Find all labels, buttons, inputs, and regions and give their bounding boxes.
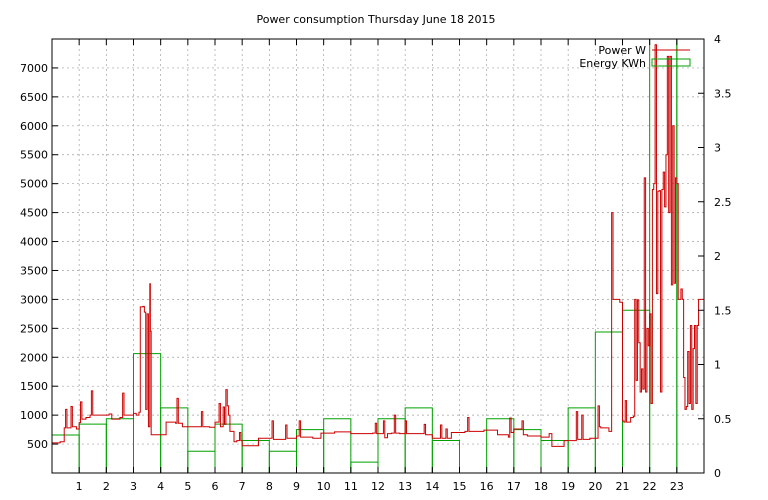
x-tick-label: 17	[507, 480, 521, 493]
y-left-tick-label: 7000	[20, 62, 48, 75]
legend-energy-swatch	[651, 58, 691, 67]
x-tick-label: 9	[293, 480, 300, 493]
energy-bar	[350, 461, 379, 473]
y-right-tick-label: 0	[714, 467, 721, 480]
y-left-tick-label: 6000	[20, 120, 48, 133]
x-tick-label: 18	[534, 480, 548, 493]
y-left-tick-label: 1500	[20, 380, 48, 393]
y-left-tick-label: 5000	[20, 178, 48, 191]
x-tick-label: 10	[317, 480, 331, 493]
energy-bar	[160, 407, 189, 473]
energy-bar	[214, 423, 243, 473]
y-left-tick-label: 2000	[20, 351, 48, 364]
x-tick-label: 5	[184, 480, 191, 493]
y-right-tick-label: 3	[714, 142, 721, 155]
chart-title: Power consumption Thursday June 18 2015	[256, 13, 495, 26]
x-tick-label: 1	[76, 480, 83, 493]
legend-energy-label: Energy KWh	[579, 57, 646, 70]
y-right-tick-label: 2.5	[714, 196, 732, 209]
energy-bar	[594, 331, 623, 473]
y-left-tick-label: 4500	[20, 207, 48, 220]
y-left-tick-label: 2500	[20, 322, 48, 335]
energy-bar	[377, 418, 406, 473]
x-tick-label: 8	[266, 480, 273, 493]
y-right-tick-label: 3.5	[714, 87, 732, 100]
y-left-tick-label: 1000	[20, 409, 48, 422]
energy-bar	[187, 450, 216, 473]
y-left-tick-label: 500	[27, 438, 48, 451]
axes: 500 1000 1500 2000 2500 3000 3500 4000 4500 5000 5…	[20, 33, 732, 493]
power-series	[52, 44, 704, 447]
y-left-tick-label: 6500	[20, 91, 48, 104]
y-left-tick-label: 4000	[20, 236, 48, 249]
x-tick-label: 14	[425, 480, 439, 493]
y-right-tick-label: 1.5	[714, 304, 732, 317]
energy-bar	[431, 439, 460, 473]
x-tick-label: 2	[103, 480, 110, 493]
x-tick-label: 22	[643, 480, 657, 493]
energy-bar	[268, 450, 297, 473]
y-left-tick-label: 3000	[20, 293, 48, 306]
x-tick-label: 3	[130, 480, 137, 493]
energy-bar	[105, 418, 134, 473]
x-tick-label: 19	[561, 480, 575, 493]
grid	[52, 39, 704, 473]
x-tick-label: 21	[616, 480, 630, 493]
x-tick-label: 12	[371, 480, 385, 493]
y-right-tick-label: 1	[714, 359, 721, 372]
x-tick-label: 13	[398, 480, 412, 493]
x-tick-label: 7	[239, 480, 246, 493]
y-left-tick-label: 3500	[20, 264, 48, 277]
y-right-tick-label: 2	[714, 250, 721, 263]
energy-bar	[51, 434, 80, 473]
x-tick-label: 23	[670, 480, 684, 493]
x-tick-label: 6	[212, 480, 219, 493]
x-tick-label: 16	[480, 480, 494, 493]
energy-bar	[323, 418, 352, 473]
legend-power-label: Power W	[598, 44, 646, 57]
x-tick-label: 11	[344, 480, 358, 493]
legend: Power W Energy KWh	[579, 44, 691, 70]
y-right-tick-label: 0.5	[714, 413, 732, 426]
power-line	[52, 44, 704, 447]
x-tick-label: 4	[157, 480, 164, 493]
y-right-tick-label: 4	[714, 33, 721, 46]
energy-bar	[78, 423, 107, 473]
x-tick-label: 20	[588, 480, 602, 493]
energy-bar	[404, 407, 433, 473]
energy-series	[51, 38, 705, 473]
x-tick-label: 15	[453, 480, 467, 493]
y-left-tick-label: 5500	[20, 149, 48, 162]
